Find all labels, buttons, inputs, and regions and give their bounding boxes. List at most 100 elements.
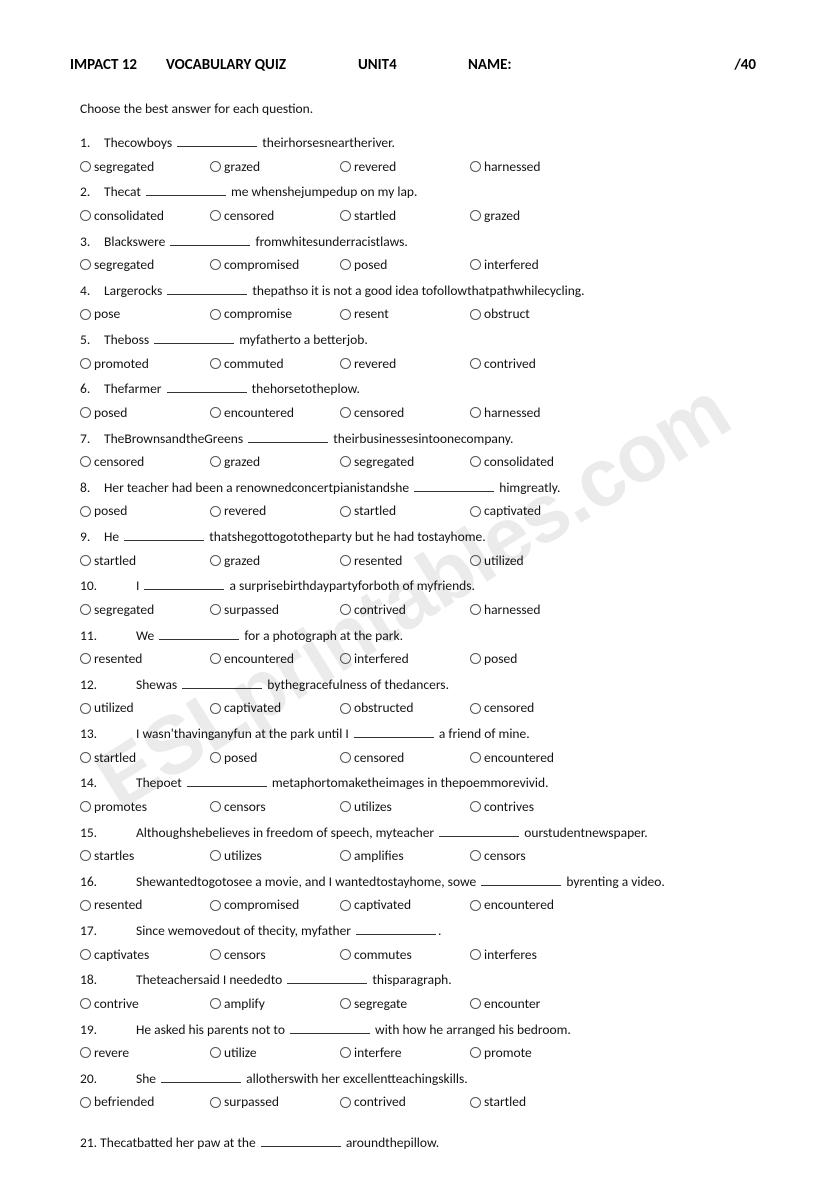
option[interactable]: captivated	[340, 893, 470, 917]
option[interactable]: consolidated	[470, 450, 600, 474]
option[interactable]: promote	[470, 1041, 600, 1065]
radio-icon[interactable]	[80, 703, 91, 714]
blank-fill[interactable]	[182, 676, 262, 689]
option[interactable]: amplifies	[340, 844, 470, 868]
radio-icon[interactable]	[470, 1047, 481, 1058]
radio-icon[interactable]	[470, 850, 481, 861]
blank-fill[interactable]	[481, 873, 561, 886]
option[interactable]: amplify	[210, 992, 340, 1016]
blank-fill[interactable]	[124, 528, 204, 541]
blank-fill[interactable]	[154, 331, 234, 344]
radio-icon[interactable]	[470, 703, 481, 714]
blank-fill[interactable]	[170, 233, 250, 246]
option[interactable]: revere	[80, 1041, 210, 1065]
option[interactable]: resented	[80, 893, 210, 917]
blank-fill[interactable]	[248, 430, 328, 443]
radio-icon[interactable]	[210, 259, 221, 270]
radio-icon[interactable]	[340, 752, 351, 763]
option[interactable]: captivates	[80, 943, 210, 967]
radio-icon[interactable]	[340, 506, 351, 517]
radio-icon[interactable]	[210, 161, 221, 172]
radio-icon[interactable]	[340, 703, 351, 714]
radio-icon[interactable]	[210, 407, 221, 418]
radio-icon[interactable]	[340, 801, 351, 812]
option[interactable]: interfere	[340, 1041, 470, 1065]
radio-icon[interactable]	[340, 850, 351, 861]
option[interactable]: contrives	[470, 795, 600, 819]
radio-icon[interactable]	[80, 949, 91, 960]
radio-icon[interactable]	[470, 900, 481, 911]
option[interactable]: obstruct	[470, 302, 600, 326]
radio-icon[interactable]	[210, 752, 221, 763]
radio-icon[interactable]	[470, 161, 481, 172]
radio-icon[interactable]	[210, 801, 221, 812]
option[interactable]: resented	[340, 549, 470, 573]
option[interactable]: resented	[80, 647, 210, 671]
radio-icon[interactable]	[80, 161, 91, 172]
option[interactable]: startled	[80, 549, 210, 573]
blank-fill[interactable]	[414, 479, 494, 492]
option[interactable]: compromised	[210, 893, 340, 917]
option[interactable]: revered	[340, 352, 470, 376]
radio-icon[interactable]	[470, 259, 481, 270]
radio-icon[interactable]	[210, 309, 221, 320]
blank-fill[interactable]	[146, 183, 226, 196]
option[interactable]: surpassed	[210, 1090, 340, 1114]
radio-icon[interactable]	[340, 900, 351, 911]
radio-icon[interactable]	[80, 210, 91, 221]
blank-fill[interactable]	[290, 1021, 370, 1034]
radio-icon[interactable]	[80, 407, 91, 418]
radio-icon[interactable]	[340, 998, 351, 1009]
option[interactable]: segregated	[80, 155, 210, 179]
option[interactable]: encountered	[210, 647, 340, 671]
radio-icon[interactable]	[210, 358, 221, 369]
radio-icon[interactable]	[210, 555, 221, 566]
option[interactable]: grazed	[210, 549, 340, 573]
radio-icon[interactable]	[210, 1097, 221, 1108]
option[interactable]: pose	[80, 302, 210, 326]
option[interactable]: contrived	[340, 1090, 470, 1114]
radio-icon[interactable]	[340, 210, 351, 221]
option[interactable]: harnessed	[470, 401, 600, 425]
option[interactable]: encountered	[470, 893, 600, 917]
radio-icon[interactable]	[470, 604, 481, 615]
option[interactable]: censors	[210, 943, 340, 967]
radio-icon[interactable]	[470, 309, 481, 320]
radio-icon[interactable]	[340, 407, 351, 418]
radio-icon[interactable]	[80, 358, 91, 369]
blank-fill[interactable]	[261, 1134, 341, 1147]
radio-icon[interactable]	[80, 309, 91, 320]
radio-icon[interactable]	[470, 506, 481, 517]
blank-fill[interactable]	[439, 824, 519, 837]
option[interactable]: censored	[340, 746, 470, 770]
option[interactable]: startled	[470, 1090, 600, 1114]
blank-fill[interactable]	[159, 627, 239, 640]
option[interactable]: commutes	[340, 943, 470, 967]
option[interactable]: revered	[210, 499, 340, 523]
option[interactable]: revered	[340, 155, 470, 179]
radio-icon[interactable]	[80, 456, 91, 467]
radio-icon[interactable]	[470, 949, 481, 960]
radio-icon[interactable]	[470, 358, 481, 369]
radio-icon[interactable]	[470, 998, 481, 1009]
option[interactable]: segregated	[80, 598, 210, 622]
radio-icon[interactable]	[340, 161, 351, 172]
option[interactable]: compromise	[210, 302, 340, 326]
radio-icon[interactable]	[80, 900, 91, 911]
radio-icon[interactable]	[80, 998, 91, 1009]
radio-icon[interactable]	[80, 653, 91, 664]
radio-icon[interactable]	[340, 949, 351, 960]
blank-fill[interactable]	[161, 1070, 241, 1083]
radio-icon[interactable]	[470, 653, 481, 664]
blank-fill[interactable]	[354, 725, 434, 738]
radio-icon[interactable]	[340, 1047, 351, 1058]
option[interactable]: captivated	[210, 696, 340, 720]
radio-icon[interactable]	[340, 604, 351, 615]
radio-icon[interactable]	[470, 407, 481, 418]
radio-icon[interactable]	[210, 456, 221, 467]
option[interactable]: posed	[80, 401, 210, 425]
blank-fill[interactable]	[167, 380, 247, 393]
radio-icon[interactable]	[210, 703, 221, 714]
option[interactable]: startled	[340, 204, 470, 228]
option[interactable]: censored	[340, 401, 470, 425]
